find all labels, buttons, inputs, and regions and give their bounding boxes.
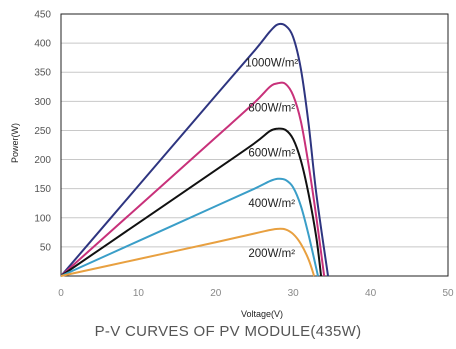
x-tick-labels: 0 10 20 30 40 50 <box>58 288 454 299</box>
x-tick-label: 0 <box>58 288 64 299</box>
x-tick-label: 20 <box>210 288 222 299</box>
y-tick-labels: 50 100 150 200 250 300 350 400 450 <box>34 10 51 254</box>
y-tick-label: 350 <box>34 68 51 79</box>
series-label: 800W/m² <box>248 102 295 114</box>
y-tick-label: 300 <box>34 97 51 108</box>
x-tick-label: 30 <box>288 288 300 299</box>
y-tick-label: 200 <box>34 155 51 166</box>
series-lines <box>60 22 330 277</box>
series-label: 400W/m² <box>248 198 295 210</box>
y-axis-label: Power(W) <box>10 123 20 163</box>
series-label: 1000W/m² <box>245 57 298 69</box>
y-tick-label: 150 <box>34 184 51 195</box>
x-tick-label: 50 <box>442 288 454 299</box>
y-tick-label: 50 <box>40 242 52 253</box>
pv-chart: 50 100 150 200 250 300 350 400 450 0 10 20 30 40 50 1… <box>10 10 454 320</box>
series-label: 600W/m² <box>248 148 295 160</box>
series-line <box>60 22 330 277</box>
y-tick-label: 450 <box>34 10 51 21</box>
chart-caption: P-V CURVES OF PV MODULE(435W) <box>94 323 362 340</box>
y-tick-label: 250 <box>34 126 51 137</box>
gridlines <box>61 42 448 248</box>
y-tick-label: 100 <box>34 213 51 224</box>
x-tick-label: 40 <box>365 288 377 299</box>
series-line <box>60 227 316 277</box>
y-tick-label: 400 <box>34 39 51 50</box>
series-line <box>60 81 326 277</box>
series-label: 200W/m² <box>248 248 295 260</box>
series-line <box>60 177 319 277</box>
plot-frame <box>60 13 449 277</box>
series-line <box>60 127 323 277</box>
x-tick-label: 10 <box>133 288 145 299</box>
series-labels: 1000W/m² 800W/m² 600W/m² 400W/m² 200W/m² <box>245 57 298 259</box>
x-axis-label: Voltage(V) <box>241 309 283 319</box>
